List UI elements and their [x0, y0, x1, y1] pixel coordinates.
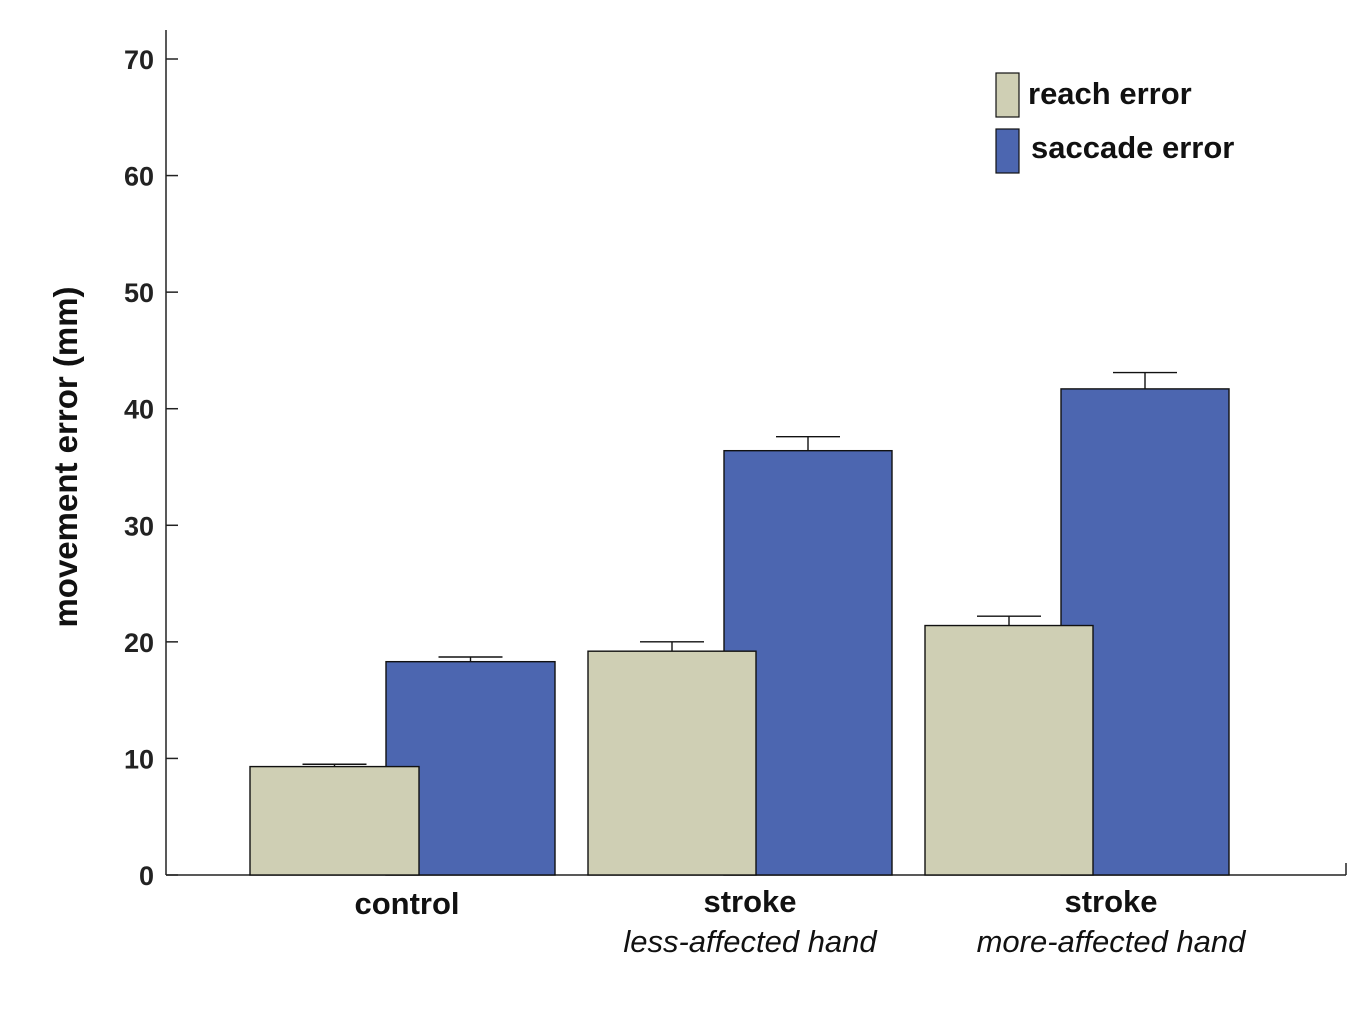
x-category-label: stroke [703, 884, 796, 919]
x-category-label: control [354, 886, 459, 921]
y-axis-label: movement error (mm) [47, 286, 84, 627]
x-category-sublabel: less-affected hand [623, 924, 878, 959]
bars [249, 388, 1230, 876]
legend-swatch [995, 72, 1020, 118]
y-tick-label: 50 [124, 278, 154, 308]
legend-label: reach error [1028, 76, 1192, 111]
legend-swatch [995, 128, 1020, 174]
reach-error-bar [587, 650, 757, 876]
reach-error-bar [924, 624, 1094, 876]
x-category-labels: control stroke less-affected hand stroke mor… [354, 884, 1247, 959]
y-ticks: 0 10 20 30 40 50 60 70 [124, 45, 178, 891]
y-tick-label: 70 [124, 45, 154, 75]
y-tick-label: 20 [124, 628, 154, 658]
legend-label: saccade error [1031, 130, 1234, 165]
reach-error-bar [249, 765, 420, 876]
y-tick-label: 0 [139, 861, 154, 891]
y-tick-label: 40 [124, 395, 154, 425]
error-bars [302, 371, 1177, 767]
y-tick-label: 60 [124, 162, 154, 192]
y-tick-label: 30 [124, 511, 154, 541]
y-tick-label: 10 [124, 744, 154, 774]
x-category-sublabel: more-affected hand [977, 924, 1248, 959]
legend: reach error saccade error [995, 72, 1234, 174]
x-category-label: stroke [1064, 884, 1157, 919]
